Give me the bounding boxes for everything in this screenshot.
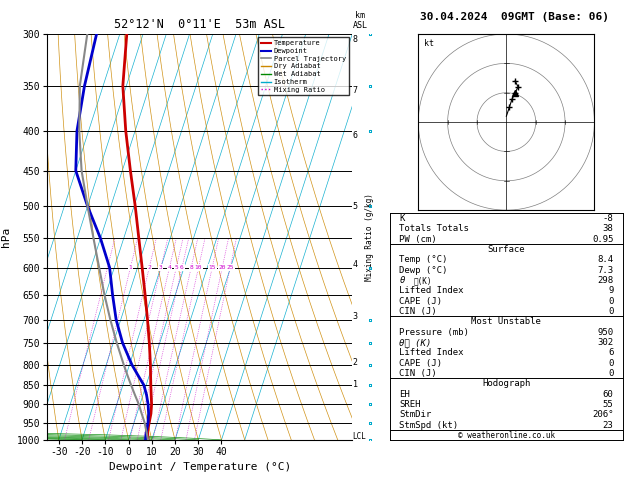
Text: 4: 4 [167, 265, 171, 270]
Text: θᴇ (K): θᴇ (K) [399, 338, 431, 347]
Text: CIN (J): CIN (J) [399, 369, 437, 378]
Text: 6: 6 [180, 265, 184, 270]
Text: 950: 950 [598, 328, 613, 337]
Text: 1: 1 [128, 265, 132, 270]
Text: SREH: SREH [399, 400, 421, 409]
Text: Totals Totals: Totals Totals [399, 225, 469, 233]
Text: Mixing Ratio (g/kg): Mixing Ratio (g/kg) [365, 193, 374, 281]
Text: 38: 38 [603, 225, 613, 233]
Y-axis label: hPa: hPa [1, 227, 11, 247]
Text: 0: 0 [608, 297, 613, 306]
Text: 10: 10 [195, 265, 202, 270]
Text: 206°: 206° [592, 410, 613, 419]
Text: CAPE (J): CAPE (J) [399, 297, 442, 306]
Text: 2: 2 [352, 359, 357, 367]
Text: Temp (°C): Temp (°C) [399, 256, 448, 264]
Text: 8.4: 8.4 [598, 256, 613, 264]
Text: Lifted Index: Lifted Index [399, 286, 464, 295]
Text: Dewp (°C): Dewp (°C) [399, 266, 448, 275]
Text: 7: 7 [352, 86, 357, 95]
Text: © weatheronline.co.uk: © weatheronline.co.uk [458, 431, 555, 440]
Text: 30.04.2024  09GMT (Base: 06): 30.04.2024 09GMT (Base: 06) [420, 12, 609, 22]
Text: 4: 4 [352, 260, 357, 269]
Text: 9: 9 [608, 286, 613, 295]
Text: PW (cm): PW (cm) [399, 235, 437, 244]
Text: Lifted Index: Lifted Index [399, 348, 464, 357]
Text: CIN (J): CIN (J) [399, 307, 437, 316]
Text: 298: 298 [598, 276, 613, 285]
Text: LCL: LCL [352, 432, 367, 441]
Text: StmDir: StmDir [399, 410, 431, 419]
Text: CAPE (J): CAPE (J) [399, 359, 442, 368]
Legend: Temperature, Dewpoint, Parcel Trajectory, Dry Adiabat, Wet Adiabat, Isotherm, Mi: Temperature, Dewpoint, Parcel Trajectory… [258, 37, 348, 95]
X-axis label: Dewpoint / Temperature (°C): Dewpoint / Temperature (°C) [109, 462, 291, 472]
Text: 3: 3 [159, 265, 163, 270]
Title: 52°12'N  0°11'E  53m ASL: 52°12'N 0°11'E 53m ASL [114, 18, 285, 32]
Text: 25: 25 [226, 265, 234, 270]
Text: 3: 3 [352, 312, 357, 321]
Text: 8: 8 [189, 265, 193, 270]
Text: Hodograph: Hodograph [482, 380, 530, 388]
Text: θ: θ [399, 276, 404, 285]
Text: Most Unstable: Most Unstable [471, 317, 542, 327]
Text: 8: 8 [352, 35, 357, 44]
Text: 23: 23 [603, 421, 613, 430]
Text: 6: 6 [352, 131, 357, 139]
Text: 0: 0 [608, 369, 613, 378]
Text: Surface: Surface [487, 245, 525, 254]
Text: 0: 0 [608, 307, 613, 316]
Text: 7.3: 7.3 [598, 266, 613, 275]
Text: ᴇ(K): ᴇ(K) [413, 276, 431, 285]
Text: Pressure (mb): Pressure (mb) [399, 328, 469, 337]
Text: EH: EH [399, 390, 410, 399]
Text: K: K [399, 214, 404, 223]
Text: kt: kt [424, 39, 434, 48]
Text: 15: 15 [208, 265, 216, 270]
Text: 6: 6 [608, 348, 613, 357]
Text: 20: 20 [218, 265, 226, 270]
Text: 60: 60 [603, 390, 613, 399]
Text: 5: 5 [352, 202, 357, 211]
Text: 0.95: 0.95 [592, 235, 613, 244]
Text: StmSpd (kt): StmSpd (kt) [399, 421, 459, 430]
Text: -8: -8 [603, 214, 613, 223]
Text: 55: 55 [603, 400, 613, 409]
Text: 2: 2 [147, 265, 151, 270]
Text: 0: 0 [608, 359, 613, 368]
Text: 1: 1 [352, 380, 357, 389]
Text: 5: 5 [174, 265, 178, 270]
Text: km
ASL: km ASL [352, 11, 367, 30]
Text: 302: 302 [598, 338, 613, 347]
